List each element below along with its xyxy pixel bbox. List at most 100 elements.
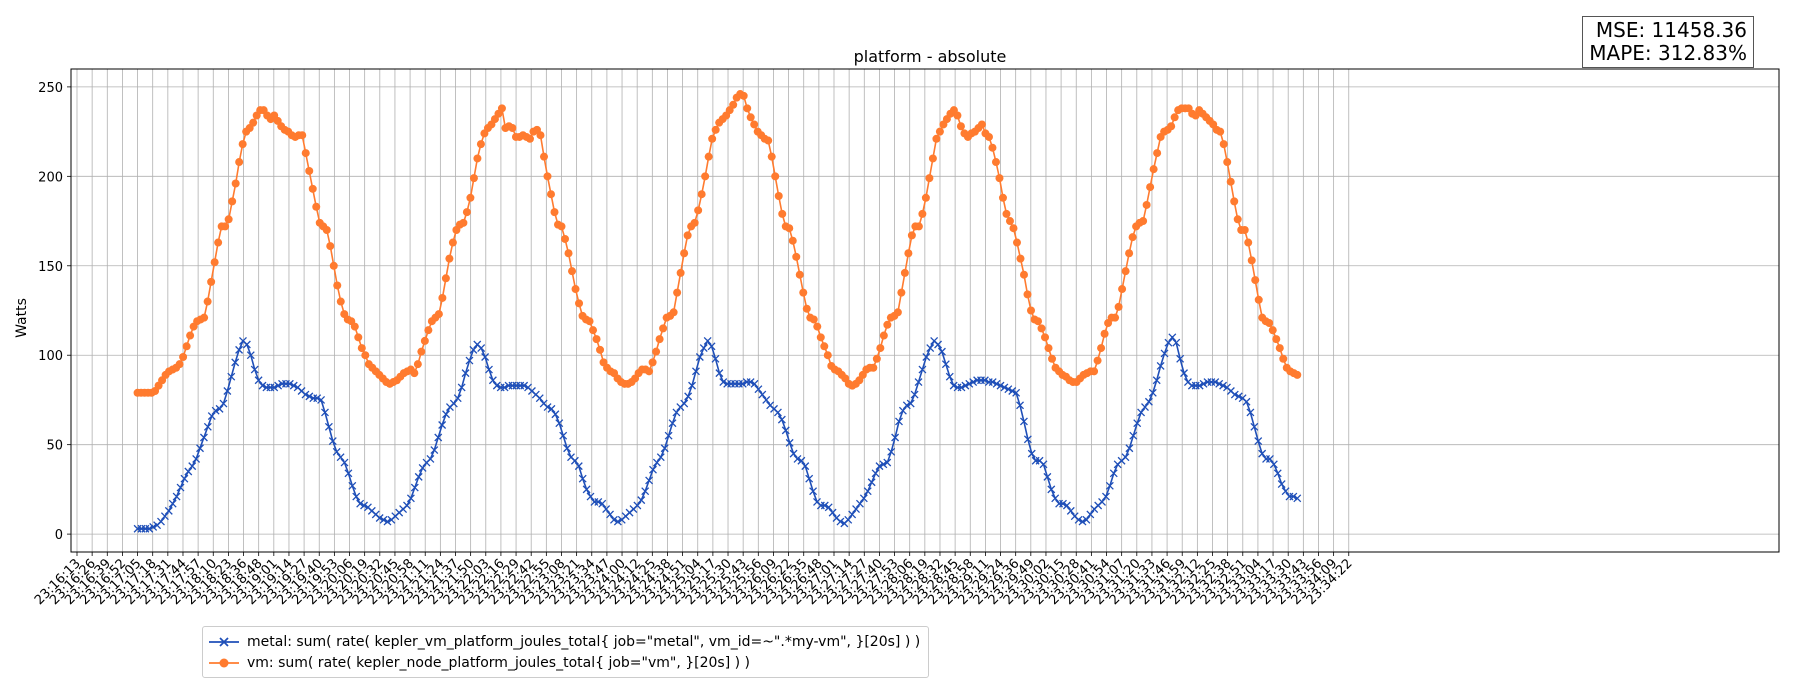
data-point-circle	[977, 120, 986, 129]
data-point-x	[184, 467, 193, 476]
data-point-x	[1168, 333, 1177, 342]
data-point-circle	[1023, 290, 1032, 299]
data-point-x	[793, 455, 802, 463]
data-point-circle	[592, 335, 601, 344]
data-point-x	[965, 379, 974, 388]
data-point-x	[941, 360, 950, 369]
data-point-x	[559, 431, 568, 440]
data-point-circle	[694, 206, 703, 215]
data-point-circle	[876, 344, 885, 353]
data-point-x	[1023, 435, 1032, 444]
data-point-x	[453, 394, 462, 403]
data-point-circle	[1041, 333, 1050, 342]
data-point-x	[543, 403, 552, 412]
mape-value: MAPE: 312.83%	[1589, 41, 1747, 65]
data-point-circle	[778, 209, 787, 218]
data-point-x	[602, 505, 611, 514]
data-point-circle	[448, 238, 457, 247]
data-point-x	[555, 419, 564, 428]
data-point-circle	[914, 222, 923, 231]
data-point-x	[305, 392, 314, 401]
data-point-circle	[893, 308, 902, 317]
y-tick-label: 100	[38, 349, 63, 364]
data-point-x	[145, 524, 154, 533]
legend-label-vm: vm: sum( rate( kepler_node_platform_joul…	[247, 654, 750, 671]
data-point-x	[1258, 449, 1267, 458]
data-point-x	[918, 365, 927, 374]
data-point-circle	[680, 249, 689, 258]
data-point-circle	[550, 208, 559, 217]
data-point-x	[488, 376, 497, 385]
data-point-x	[246, 351, 255, 360]
data-point-x	[207, 412, 216, 421]
data-point-x	[859, 494, 868, 503]
data-point-circle	[333, 281, 342, 290]
data-point-x	[328, 437, 337, 446]
data-point-circle	[673, 288, 682, 297]
data-point-x	[157, 517, 165, 526]
mse-value: MSE: 11458.36	[1595, 18, 1747, 42]
data-point-circle	[904, 249, 913, 258]
data-point-x	[1074, 515, 1083, 524]
data-point-x	[149, 522, 158, 531]
data-point-x	[1059, 499, 1067, 508]
data-point-circle	[445, 254, 454, 263]
data-point-circle	[585, 317, 594, 326]
data-point-circle	[249, 118, 258, 127]
data-point-circle	[231, 179, 240, 188]
data-point-x	[754, 385, 763, 394]
data-point-circle	[788, 236, 797, 245]
data-point-x	[211, 406, 220, 415]
data-point-x	[1176, 354, 1185, 363]
data-point-x	[578, 474, 587, 483]
data-point-circle	[1097, 344, 1106, 353]
data-point-x	[1078, 517, 1087, 526]
y-tick-label: 200	[38, 170, 63, 185]
data-point-circle	[1233, 215, 1242, 224]
data-point-circle	[883, 320, 892, 329]
data-point-circle	[669, 308, 678, 317]
data-point-x	[254, 376, 263, 385]
data-point-x	[317, 395, 326, 404]
data-point-x	[1269, 460, 1278, 469]
y-tick-label: 250	[38, 81, 63, 96]
data-point-x	[1160, 349, 1169, 358]
data-point-circle	[1265, 319, 1274, 328]
data-point-circle	[1118, 285, 1127, 294]
data-point-x	[949, 381, 958, 390]
data-point-circle	[413, 360, 422, 369]
data-point-x	[223, 387, 232, 395]
data-point-x	[340, 458, 349, 467]
data-point-circle	[988, 143, 997, 152]
data-point-x	[746, 378, 755, 387]
data-point-x	[430, 446, 439, 454]
data-point-x	[301, 390, 310, 399]
data-point-circle	[645, 367, 654, 376]
data-point-x	[356, 499, 365, 508]
data-point-circle	[568, 267, 577, 276]
data-point-x	[242, 340, 251, 349]
data-point-x	[613, 517, 622, 526]
data-point-x	[1082, 515, 1091, 524]
data-point-circle	[1121, 267, 1130, 276]
data-point-x	[570, 456, 579, 465]
data-point-circle	[336, 297, 345, 306]
data-point-x	[1105, 481, 1114, 490]
data-point-circle	[652, 347, 661, 356]
data-point-circle	[809, 315, 818, 324]
data-point-circle	[813, 322, 822, 331]
data-point-circle	[410, 369, 419, 378]
data-point-circle	[900, 268, 909, 277]
data-point-circle	[497, 104, 506, 113]
data-point-x	[664, 431, 673, 440]
data-point-circle	[683, 231, 692, 240]
data-point-circle	[561, 234, 570, 243]
data-point-circle	[1027, 306, 1036, 315]
data-point-x	[777, 415, 786, 424]
data-point-x	[1004, 385, 1013, 394]
data-point-x	[652, 458, 661, 467]
data-point-x	[551, 410, 560, 419]
data-point-circle	[536, 131, 545, 140]
data-point-circle	[438, 293, 447, 302]
data-point-circle	[596, 345, 605, 354]
